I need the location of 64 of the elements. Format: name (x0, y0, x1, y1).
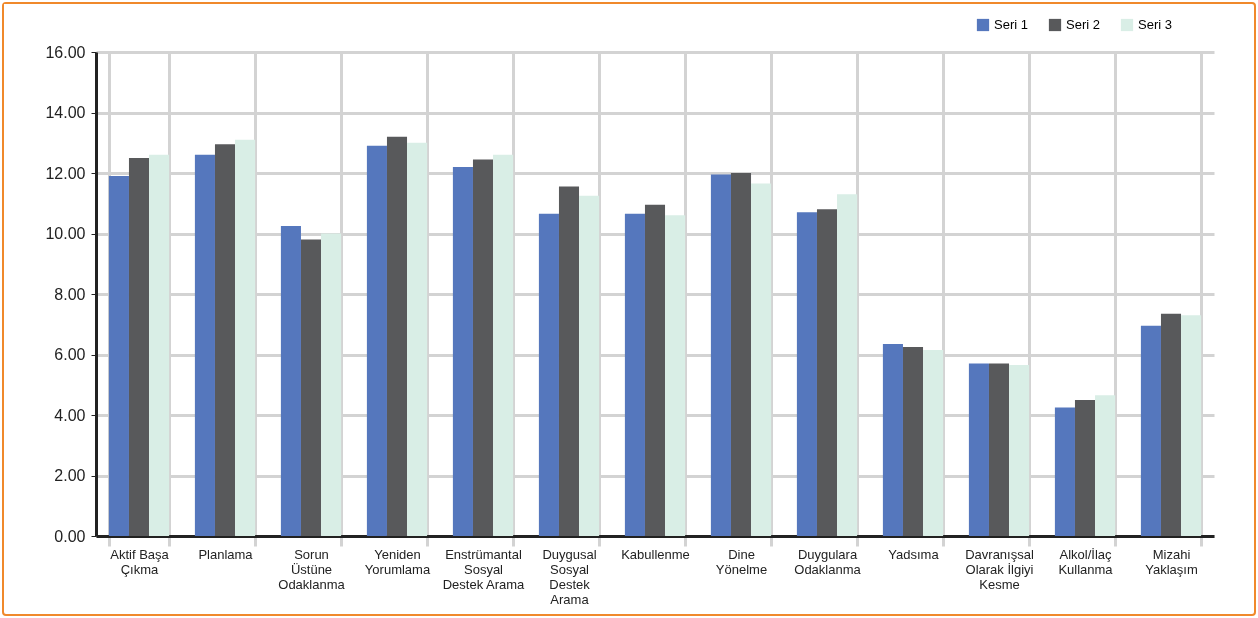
bar (300, 239, 322, 536)
y-tick-label: 6.00 (54, 346, 86, 363)
bar (624, 213, 645, 536)
bar (1140, 325, 1161, 536)
y-tick-label: 4.00 (54, 406, 86, 424)
legend-label: Seri 1 (994, 17, 1028, 32)
x-tick-label: Alkol/İlaç Kullanma (1058, 546, 1114, 577)
bar (1074, 399, 1096, 536)
x-tick-label: Duygulara Odaklanma (794, 546, 862, 577)
bar (452, 166, 473, 536)
bar (407, 142, 428, 536)
bar (796, 212, 817, 536)
legend-label: Seri 3 (1138, 17, 1172, 32)
bar (837, 194, 858, 536)
bar (558, 186, 580, 536)
bar (149, 154, 170, 536)
y-tick-label: 8.00 (54, 285, 86, 303)
bar (988, 363, 1010, 536)
x-tick-label: Enstrümantal Sosyal Destek Arama (442, 546, 526, 592)
bar (194, 154, 215, 536)
bar (538, 213, 559, 536)
x-tick-label: Aktif Başa Çıkma (110, 546, 170, 577)
bar (710, 174, 731, 536)
legend-label: Seri 2 (1066, 17, 1100, 32)
x-tick-label: Yadsıma (888, 546, 940, 562)
bar (386, 136, 408, 536)
y-tick-label: 10.00 (45, 225, 86, 242)
bar (730, 173, 752, 536)
bar (644, 204, 666, 536)
bar (493, 154, 514, 536)
bar (902, 346, 924, 536)
bar (366, 145, 387, 536)
bar (923, 349, 944, 536)
bar (816, 209, 838, 536)
bar (751, 183, 772, 536)
bar (214, 144, 236, 536)
y-tick-label: 0.00 (54, 527, 86, 545)
bar (1054, 407, 1075, 536)
x-tick-label: Mizahi Yaklaşım (1145, 546, 1198, 577)
bar (1181, 315, 1202, 536)
bar (321, 233, 342, 536)
bar (665, 215, 686, 536)
bar (472, 159, 494, 536)
bar (882, 343, 903, 536)
bar (108, 176, 129, 536)
y-tick-label: 12.00 (45, 164, 86, 182)
x-tick-label: Kabullenme (621, 546, 690, 562)
y-tick-label: 14.00 (45, 104, 86, 121)
bar (579, 195, 600, 536)
y-tick-label: 2.00 (54, 467, 86, 484)
x-tick-label: Davranışsal Olarak İlgiyi Kesme (965, 546, 1034, 592)
bar (968, 363, 989, 536)
x-tick-label: Sorun Üstüne Odaklanma (278, 546, 346, 592)
bar (1009, 365, 1030, 536)
bar (1160, 313, 1182, 536)
x-tick-label: Dine Yönelme (715, 546, 768, 577)
bar (1095, 395, 1116, 536)
x-tick-label: Planlama (198, 546, 254, 562)
bar (235, 139, 256, 536)
x-tick-label: Yeniden Yorumlama (364, 546, 431, 577)
y-tick-label: 16.00 (45, 43, 86, 61)
bar (280, 225, 301, 536)
x-tick-label: Duygusal Sosyal Destek Arama (542, 546, 597, 607)
bar (128, 157, 150, 536)
